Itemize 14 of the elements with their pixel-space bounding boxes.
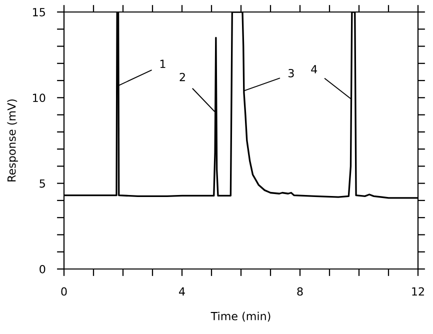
x-tick-label: 4 [179, 287, 185, 296]
x-tick-label: 8 [297, 287, 303, 296]
x-tick-label: 12 [412, 287, 424, 296]
annotation: 2 [180, 72, 185, 82]
annotation: 4 [311, 65, 318, 74]
y-tick-label: 10 [33, 94, 46, 102]
x-axis-title: Time (min) [210, 312, 270, 322]
x-tick-label: 0 [61, 287, 67, 296]
y-axis-title: Response (mV) [7, 99, 18, 182]
annotation: 3 [288, 68, 294, 78]
y-tick-label: 15 [33, 8, 45, 16]
y-tick-label: 5 [40, 179, 45, 188]
y-tick-label: 0 [40, 264, 46, 274]
annotation: 1 [160, 60, 166, 68]
